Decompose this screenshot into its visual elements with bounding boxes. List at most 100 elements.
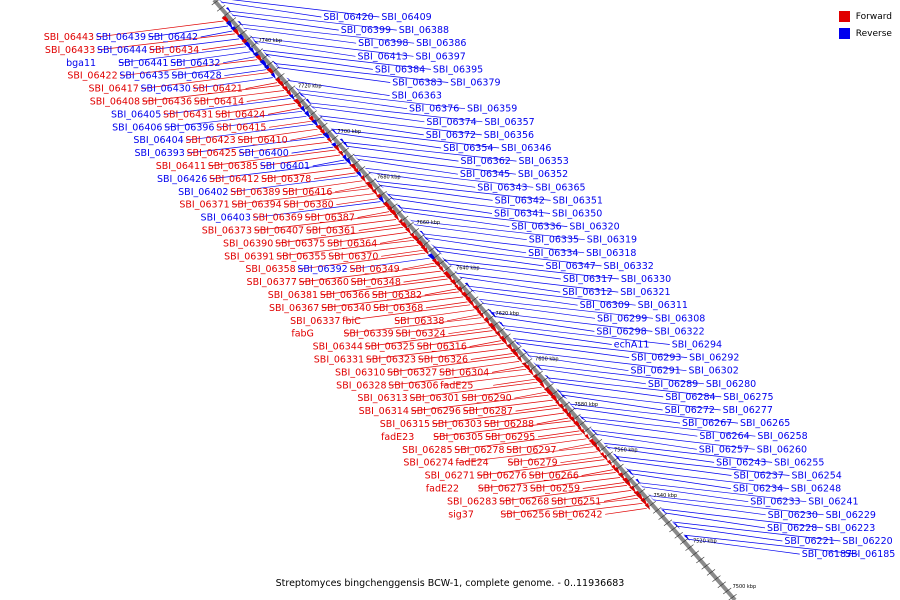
leader-line: [493, 378, 535, 386]
gene-label: SBI_06408: [90, 97, 140, 108]
leader-line: [505, 329, 612, 345]
gene-label: SBI_06377: [247, 277, 297, 288]
gene-label: SBI_06444: [97, 45, 147, 56]
gene-label: SBI_06347: [545, 261, 595, 272]
leader-line: [539, 368, 646, 385]
gene-label: SBI_06415: [216, 122, 266, 133]
gene-glyph: [521, 348, 530, 356]
gene-glyph: [490, 326, 498, 334]
leader-line: [414, 224, 527, 241]
reverse-swatch: [838, 28, 850, 39]
leader-line: [467, 285, 636, 306]
ruler-label: 7500 kbp: [733, 584, 757, 590]
axis-tick: [453, 277, 463, 285]
gene-label: fadE22: [426, 484, 459, 495]
leader-line: [215, 103, 296, 115]
leader-line: [223, 56, 255, 64]
forward-swatch: [838, 11, 850, 22]
axis-tick: [233, 23, 242, 31]
gene-glyph: [629, 485, 637, 494]
axis-tick: [534, 370, 543, 378]
gene-label: SBI_06436: [142, 97, 192, 108]
leader-line: [584, 420, 698, 437]
leader-line: [433, 420, 571, 438]
legend-forward-label: Forward: [855, 11, 892, 22]
leader-line: [243, 27, 357, 44]
axis-tick: [539, 376, 549, 384]
leader-line: [448, 327, 490, 335]
axis-tick: [211, 0, 219, 6]
gene-label: SBI_06348: [351, 277, 401, 288]
leader-line: [335, 185, 367, 193]
gene-label: SBI_06268: [499, 496, 549, 507]
leader-line: [380, 185, 493, 201]
axis-tick: [281, 79, 290, 86]
gene-glyph: [533, 361, 539, 367]
gene-label: SBI_06277: [723, 405, 773, 416]
gene-label: SBI_06233: [750, 497, 800, 508]
leader-line: [604, 443, 773, 463]
gene-label: SBI_06291: [630, 366, 680, 377]
axis-tick: [507, 339, 517, 347]
leader-line: [142, 85, 280, 102]
gene-glyph: [343, 141, 349, 148]
leader-line: [535, 364, 704, 385]
gene-glyph: [219, 0, 225, 5]
gene-glyph: [536, 365, 543, 371]
ruler-label: 7720 kbp: [298, 84, 322, 90]
leader-line: [619, 460, 732, 476]
axis-tick: [556, 395, 565, 403]
gene-glyph: [229, 12, 237, 18]
legend-reverse-label: Reverse: [855, 28, 892, 39]
leader-line: [411, 394, 549, 412]
leader-line: [592, 429, 755, 450]
leader-line: [490, 312, 653, 332]
axis-tick: [437, 259, 447, 266]
gene-glyph: [400, 208, 407, 215]
axis-tick: [313, 116, 323, 124]
axis-tick: [426, 246, 436, 254]
leader-line: [482, 302, 596, 319]
axis-tick: [265, 60, 274, 68]
gene-label: SBI_06354: [443, 143, 493, 154]
ruler-label: 7520 kbp: [693, 539, 717, 545]
leader-line: [217, 115, 307, 128]
leader-line: [365, 167, 534, 188]
gene-label: SBI_06317: [563, 274, 613, 285]
axis-tick: [674, 531, 683, 539]
gene-glyph: [367, 183, 375, 192]
gene-glyph: [468, 300, 475, 308]
gene-label: SBI_06441: [118, 58, 168, 69]
axis-tick: [254, 48, 263, 55]
gene-label: SBI_06409: [381, 12, 431, 23]
leader-line: [254, 214, 392, 231]
leader-line: [224, 69, 266, 77]
leader-line: [379, 237, 412, 244]
leader-line: [120, 59, 258, 77]
gene-glyph: [498, 322, 505, 328]
leader-line: [163, 98, 291, 115]
leader-line: [507, 438, 587, 451]
gene-label: SBI_06404: [133, 135, 183, 146]
gene-label: SBI_06369: [253, 213, 303, 224]
gene-label: SBI_06402: [178, 187, 228, 198]
leader-line: [581, 469, 614, 476]
gene-label: SBI_06439: [96, 32, 146, 43]
axis-tick: [609, 457, 619, 465]
leader-line: [570, 403, 739, 424]
gene-label: SBI_06278: [454, 445, 504, 456]
leader-line: [275, 227, 403, 244]
gene-label: SBI_06426: [157, 174, 207, 185]
gene-label: SBI_06389: [230, 187, 280, 198]
gene-glyph: [580, 428, 586, 436]
ruler-label: 7540 kbp: [654, 493, 678, 499]
leader-line: [277, 67, 391, 83]
gene-label: SBI_06431: [163, 109, 213, 120]
leader-line: [432, 407, 560, 425]
leader-line: [368, 171, 476, 188]
leader-line: [366, 343, 504, 360]
gene-label: SBI_06430: [141, 84, 191, 95]
gene-label: SBI_06248: [791, 484, 841, 495]
leader-line: [399, 207, 568, 227]
gene-glyph: [567, 401, 573, 406]
